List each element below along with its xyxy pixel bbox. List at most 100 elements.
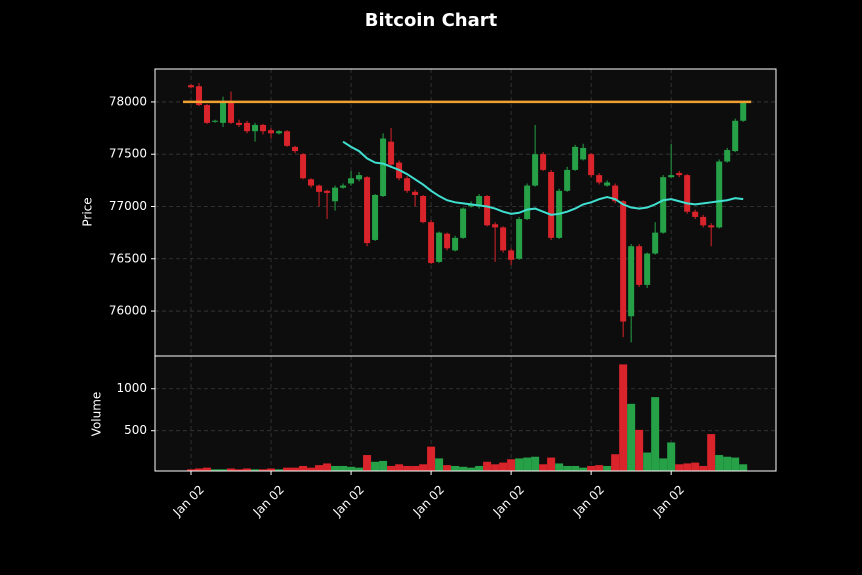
volume-bar <box>731 457 740 471</box>
candle-body <box>308 179 315 186</box>
candle-body <box>572 146 579 170</box>
candle-body <box>212 120 219 122</box>
volume-bar <box>571 465 580 471</box>
candle-body <box>708 225 715 228</box>
volume-bar <box>619 364 628 471</box>
candle-body <box>524 185 531 220</box>
volume-bar <box>467 467 476 471</box>
candle-body <box>700 216 707 226</box>
volume-bar <box>251 469 260 471</box>
volume-bar <box>419 464 428 471</box>
volume-bar <box>323 463 332 471</box>
volume-bar <box>243 468 252 471</box>
candle-body <box>660 177 667 233</box>
volume-bar <box>579 467 588 471</box>
volume-bar <box>675 464 684 471</box>
y-tick-label: 77500 <box>109 147 147 161</box>
candle-body <box>284 131 291 146</box>
volume-bar <box>235 469 244 471</box>
candle-body <box>548 171 555 238</box>
candle-body <box>356 175 363 180</box>
volume-bar <box>443 465 452 471</box>
candle-body <box>436 232 443 262</box>
candle-body <box>196 86 203 106</box>
volume-bar <box>547 457 556 471</box>
y-tick-label: 76000 <box>109 304 147 318</box>
candle-body <box>204 105 211 123</box>
chart-title: Bitcoin Chart <box>365 10 498 31</box>
candle-body <box>244 122 251 132</box>
candle-body <box>580 147 587 160</box>
candle-body <box>692 211 699 217</box>
volume-bar <box>507 459 516 471</box>
volume-bar <box>299 465 308 471</box>
y-tick-label: 78000 <box>109 94 147 108</box>
candle-body <box>468 204 475 207</box>
volume-bar <box>411 465 420 471</box>
volume-bar <box>531 456 540 471</box>
candle-body <box>612 185 619 202</box>
candle-body <box>412 191 419 195</box>
candle-body <box>596 175 603 183</box>
candle-body <box>388 141 395 165</box>
candle-body <box>372 194 379 240</box>
volume-bar <box>739 464 748 471</box>
volume-bar <box>643 452 652 471</box>
volume-bar <box>715 455 724 471</box>
candle-body <box>588 154 595 176</box>
volume-bar <box>667 442 676 471</box>
candle-body <box>492 224 499 228</box>
volume-bar <box>611 454 620 471</box>
moving-average-line <box>342 140 744 216</box>
candle-body <box>444 233 451 249</box>
candle-body <box>324 190 331 193</box>
volume-bar <box>347 466 356 471</box>
y-tick-label: 77000 <box>109 199 147 213</box>
volume-bar <box>563 465 572 471</box>
volume-bar <box>595 465 604 471</box>
volume-bar <box>403 465 412 471</box>
candle-body <box>740 101 747 121</box>
y-tick-label: 500 <box>124 423 147 437</box>
volume-bar <box>723 456 732 471</box>
candle-body <box>380 138 387 197</box>
y-tick-label: 76500 <box>109 251 147 265</box>
volume-bar <box>459 466 468 471</box>
volume-bar <box>499 462 508 471</box>
candle-body <box>508 250 515 260</box>
candle-body <box>732 120 739 152</box>
volume-bar <box>283 467 292 471</box>
volume-bar <box>267 468 276 471</box>
candle-body <box>604 182 611 186</box>
volume-bar <box>379 460 388 471</box>
volume-bar <box>315 465 324 471</box>
volume-bar <box>203 467 212 471</box>
candle-body <box>636 246 643 285</box>
volume-bar <box>363 455 372 471</box>
volume-bar <box>307 467 316 471</box>
volume-bar <box>691 462 700 471</box>
volume-bar <box>627 403 636 471</box>
volume-bar <box>555 463 564 471</box>
candle-body <box>188 85 195 88</box>
volume-bar <box>291 467 300 471</box>
candle-body <box>332 187 339 202</box>
candle-body <box>276 131 283 134</box>
candle-body <box>644 253 651 285</box>
candle-body <box>620 201 627 322</box>
candle-body <box>516 219 523 259</box>
volume-frame <box>154 355 777 472</box>
volume-bar <box>515 458 524 471</box>
candle-body <box>460 208 467 238</box>
volume-bar <box>227 468 236 471</box>
volume-bar <box>427 446 436 471</box>
candle-body <box>484 196 491 226</box>
candle-body <box>564 169 571 191</box>
candle-body <box>668 175 675 178</box>
volume-bar <box>275 469 284 471</box>
candle-body <box>252 124 259 132</box>
candle-body <box>628 246 635 317</box>
candle-body <box>420 196 427 223</box>
candle-body <box>220 102 227 123</box>
